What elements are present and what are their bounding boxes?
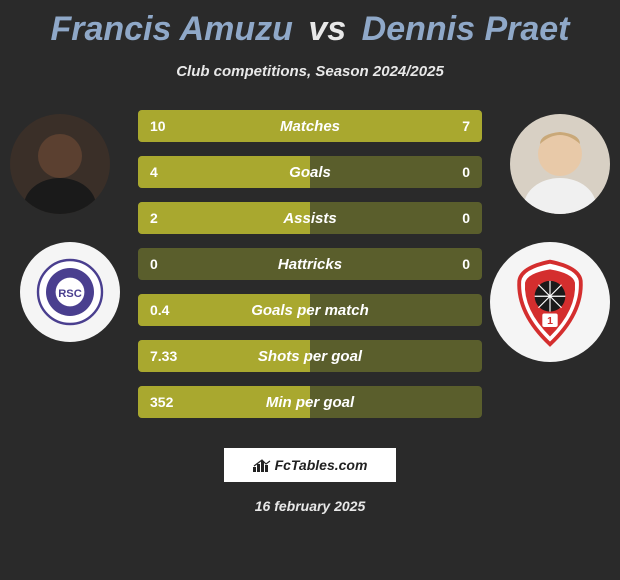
stat-label: Min per goal [138, 394, 482, 411]
stat-label: Hattricks [138, 256, 482, 273]
player1-club-badge: RSC [20, 242, 120, 342]
brand-chart-icon [253, 458, 271, 472]
stat-row: 7.33Shots per goal [138, 340, 482, 372]
stat-row: 20Assists [138, 202, 482, 234]
stat-label: Goals [138, 164, 482, 181]
stat-rows-container: 107Matches 40Goals 20Assists 00Hattricks 0.4… [138, 110, 482, 432]
stat-row: 352Min per goal [138, 386, 482, 418]
subtitle: Club competitions, Season 2024/2025 [0, 63, 620, 80]
anderlecht-badge-icon: RSC [20, 242, 120, 342]
brand-box[interactable]: FcTables.com [224, 448, 396, 482]
player2-face-icon [510, 114, 610, 214]
stat-row: 107Matches [138, 110, 482, 142]
stat-row: 40Goals [138, 156, 482, 188]
date-text: 16 february 2025 [0, 498, 620, 514]
player1-avatar [10, 114, 110, 214]
player2-club-badge: 1 [490, 242, 610, 362]
comparison-title: Francis Amuzu vs Dennis Praet [0, 0, 620, 49]
stat-label: Shots per goal [138, 348, 482, 365]
stat-label: Assists [138, 210, 482, 227]
player1-face-icon [10, 114, 110, 214]
stat-label: Goals per match [138, 302, 482, 319]
stat-row: 00Hattricks [138, 248, 482, 280]
brand-text: FcTables.com [275, 457, 368, 473]
player1-name: Francis Amuzu [50, 10, 292, 48]
antwerp-badge-icon: 1 [490, 242, 610, 362]
stats-area: RSC 1 107Matches 40Goals 20Assists 00Hattri… [0, 110, 620, 440]
vs-text: vs [308, 10, 346, 48]
svg-text:RSC: RSC [58, 288, 82, 300]
player2-name: Dennis Praet [362, 10, 570, 48]
svg-text:1: 1 [547, 315, 553, 327]
stat-label: Matches [138, 118, 482, 135]
stat-row: 0.4Goals per match [138, 294, 482, 326]
player2-avatar [510, 114, 610, 214]
